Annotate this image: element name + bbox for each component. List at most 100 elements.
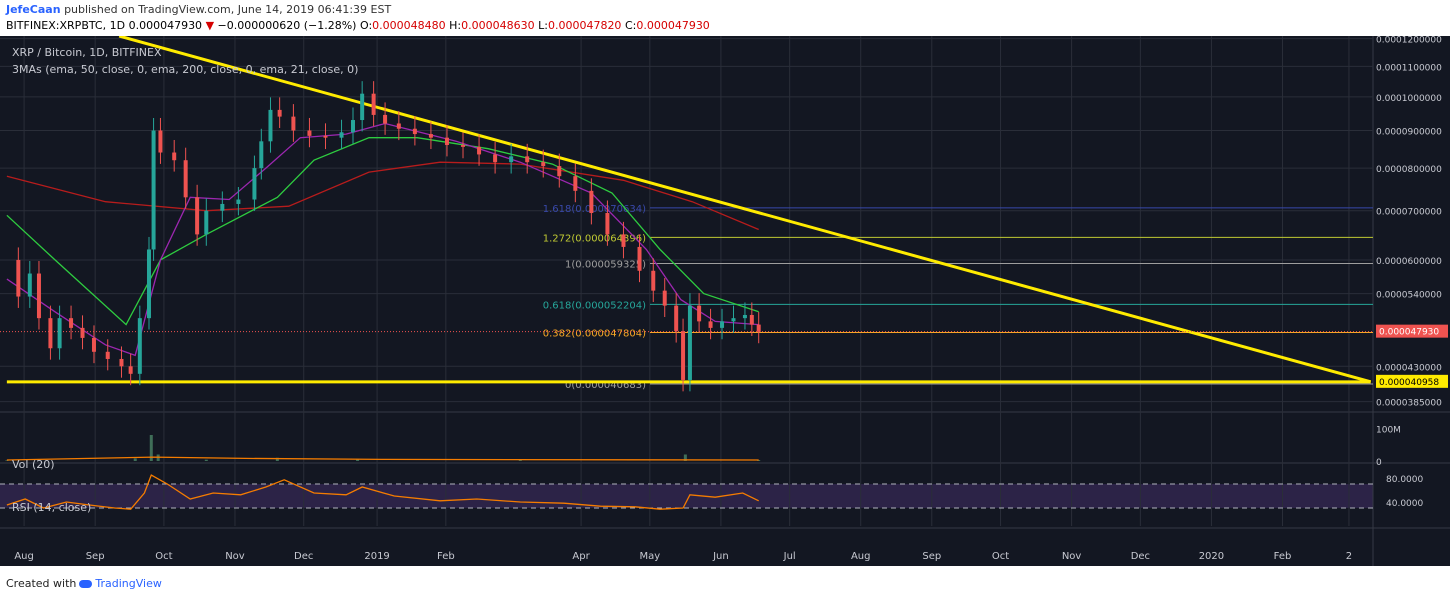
- ema50-line: [6, 137, 759, 326]
- price-tick-label: 0.0001100000: [1376, 63, 1442, 73]
- candle-body: [749, 314, 754, 325]
- rsi-line: [6, 474, 759, 510]
- candle-body: [252, 168, 257, 200]
- x-tick-label: 2019: [364, 551, 389, 562]
- support-price-tag-text: 0.000040958: [1379, 378, 1439, 388]
- candle-body: [277, 109, 282, 117]
- candle-body: [291, 116, 296, 131]
- candle-body: [16, 259, 21, 297]
- candle-body: [48, 318, 53, 349]
- volume-bar: [275, 457, 279, 461]
- candle-body: [137, 318, 142, 374]
- support-price-tag: [1376, 374, 1448, 388]
- symbol-label: BITFINEX:XRPBTC, 1D: [6, 19, 126, 32]
- candle-body: [151, 130, 156, 250]
- x-tick-label: Oct: [155, 551, 172, 562]
- created-with-label: Created with: [6, 577, 77, 590]
- last-price-tag-text: 0.000047930: [1379, 328, 1439, 338]
- ema200-line: [6, 161, 759, 231]
- axis-background: [1373, 36, 1450, 566]
- candle-body: [428, 134, 433, 138]
- candle-body: [350, 120, 355, 133]
- price-tick-label: 0.0000385000: [1376, 399, 1442, 409]
- price-tick-label: 0.0001000000: [1376, 94, 1442, 104]
- trendline: [118, 36, 1372, 384]
- x-tick-label: 2: [1346, 551, 1352, 562]
- candle-body: [220, 203, 225, 211]
- candle-body: [146, 249, 151, 319]
- volume-bar: [757, 460, 761, 461]
- volume-bar: [356, 459, 360, 461]
- candle-body: [69, 318, 74, 328]
- trading-chart[interactable]: Aug Sep Oct Nov Dec 2019 Feb Apr May Jun Jul Aug Sep…: [0, 36, 1450, 566]
- candle-body: [236, 199, 241, 204]
- price-tick-label: 0.0000900000: [1376, 127, 1442, 137]
- fib-level-label: 1(0.000059325): [565, 260, 646, 271]
- x-tick-label: Dec: [294, 551, 313, 562]
- publish-line: JefeCaan published on TradingView.com, J…: [6, 3, 391, 16]
- fib-level-label: 1.618(0.000070634): [543, 204, 646, 215]
- plot-background: [0, 36, 1373, 566]
- volume-bar: [683, 454, 687, 461]
- rsi-legend: RSI (14, close): [12, 501, 91, 514]
- price-tick-label: 0.0000430000: [1376, 363, 1442, 373]
- candle-body: [27, 273, 32, 297]
- x-tick-label: Nov: [225, 551, 245, 562]
- candle-body: [444, 137, 449, 146]
- candle-body: [731, 318, 736, 322]
- x-tick-label: Jul: [783, 551, 796, 562]
- volume-tick-label: 100M: [1376, 426, 1401, 436]
- volume-bar: [149, 435, 153, 461]
- candle-body: [128, 366, 133, 374]
- x-tick-label: May: [640, 551, 661, 562]
- x-tick-label: Nov: [1062, 551, 1082, 562]
- price-tick-label: 0.0000540000: [1376, 291, 1442, 301]
- candle-body: [91, 337, 96, 352]
- candle-body: [557, 166, 562, 177]
- price-tick-label: 0.0000700000: [1376, 208, 1442, 218]
- ema-legend: 3MAs (ema, 50, close, 0, ema, 200, close…: [12, 63, 358, 76]
- candle-body: [80, 327, 85, 338]
- down-arrow-icon: ▼: [205, 19, 215, 32]
- candle-body: [172, 152, 177, 161]
- candle-body: [119, 358, 124, 367]
- candle-body: [195, 197, 200, 235]
- open-label: O:: [359, 19, 373, 32]
- x-tick-label: Oct: [992, 551, 1009, 562]
- x-tick-label: Aug: [14, 551, 34, 562]
- candle-body: [268, 109, 273, 142]
- volume-bar: [5, 460, 9, 461]
- x-tick-label: Dec: [1131, 551, 1150, 562]
- volume-legend: Vol (20): [12, 458, 55, 471]
- fib-level-label: 0(0.000040683): [565, 380, 646, 391]
- x-tick-label: 2020: [1199, 551, 1224, 562]
- candle-body: [493, 154, 498, 163]
- rsi-tick-label: 40.0000: [1386, 499, 1423, 509]
- open-value: 0.000048480: [372, 19, 446, 32]
- candle-body: [183, 160, 188, 198]
- x-tick-label: Apr: [572, 551, 590, 562]
- author-name[interactable]: JefeCaan: [6, 3, 61, 16]
- candle-body: [412, 128, 417, 135]
- volume-bar: [133, 458, 137, 461]
- candle-body: [573, 176, 578, 191]
- rsi-tick-label: 80.0000: [1386, 475, 1423, 485]
- close-label: C:: [624, 19, 637, 32]
- candle-body: [589, 190, 594, 214]
- x-tick-label: Jun: [712, 551, 729, 562]
- fib-level-label: 0.382(0.000047804): [543, 328, 646, 339]
- candle-body: [307, 130, 312, 136]
- tradingview-link[interactable]: TradingView: [95, 577, 162, 590]
- x-tick-label: Feb: [437, 551, 455, 562]
- candle-body: [339, 132, 344, 138]
- volume-ma-line: [6, 456, 759, 461]
- fib-level-label: 0.618(0.000052204): [543, 300, 646, 311]
- candle-body: [477, 146, 482, 155]
- candle-body: [541, 162, 546, 167]
- close-value: 0.000047930: [636, 19, 710, 32]
- chart-title: XRP / Bitcoin, 1D, BITFINEX: [12, 46, 162, 59]
- candle-body: [681, 331, 686, 380]
- candle-body: [687, 305, 692, 380]
- price-tick-label: 0.0001200000: [1376, 36, 1442, 46]
- candle-body: [36, 273, 41, 319]
